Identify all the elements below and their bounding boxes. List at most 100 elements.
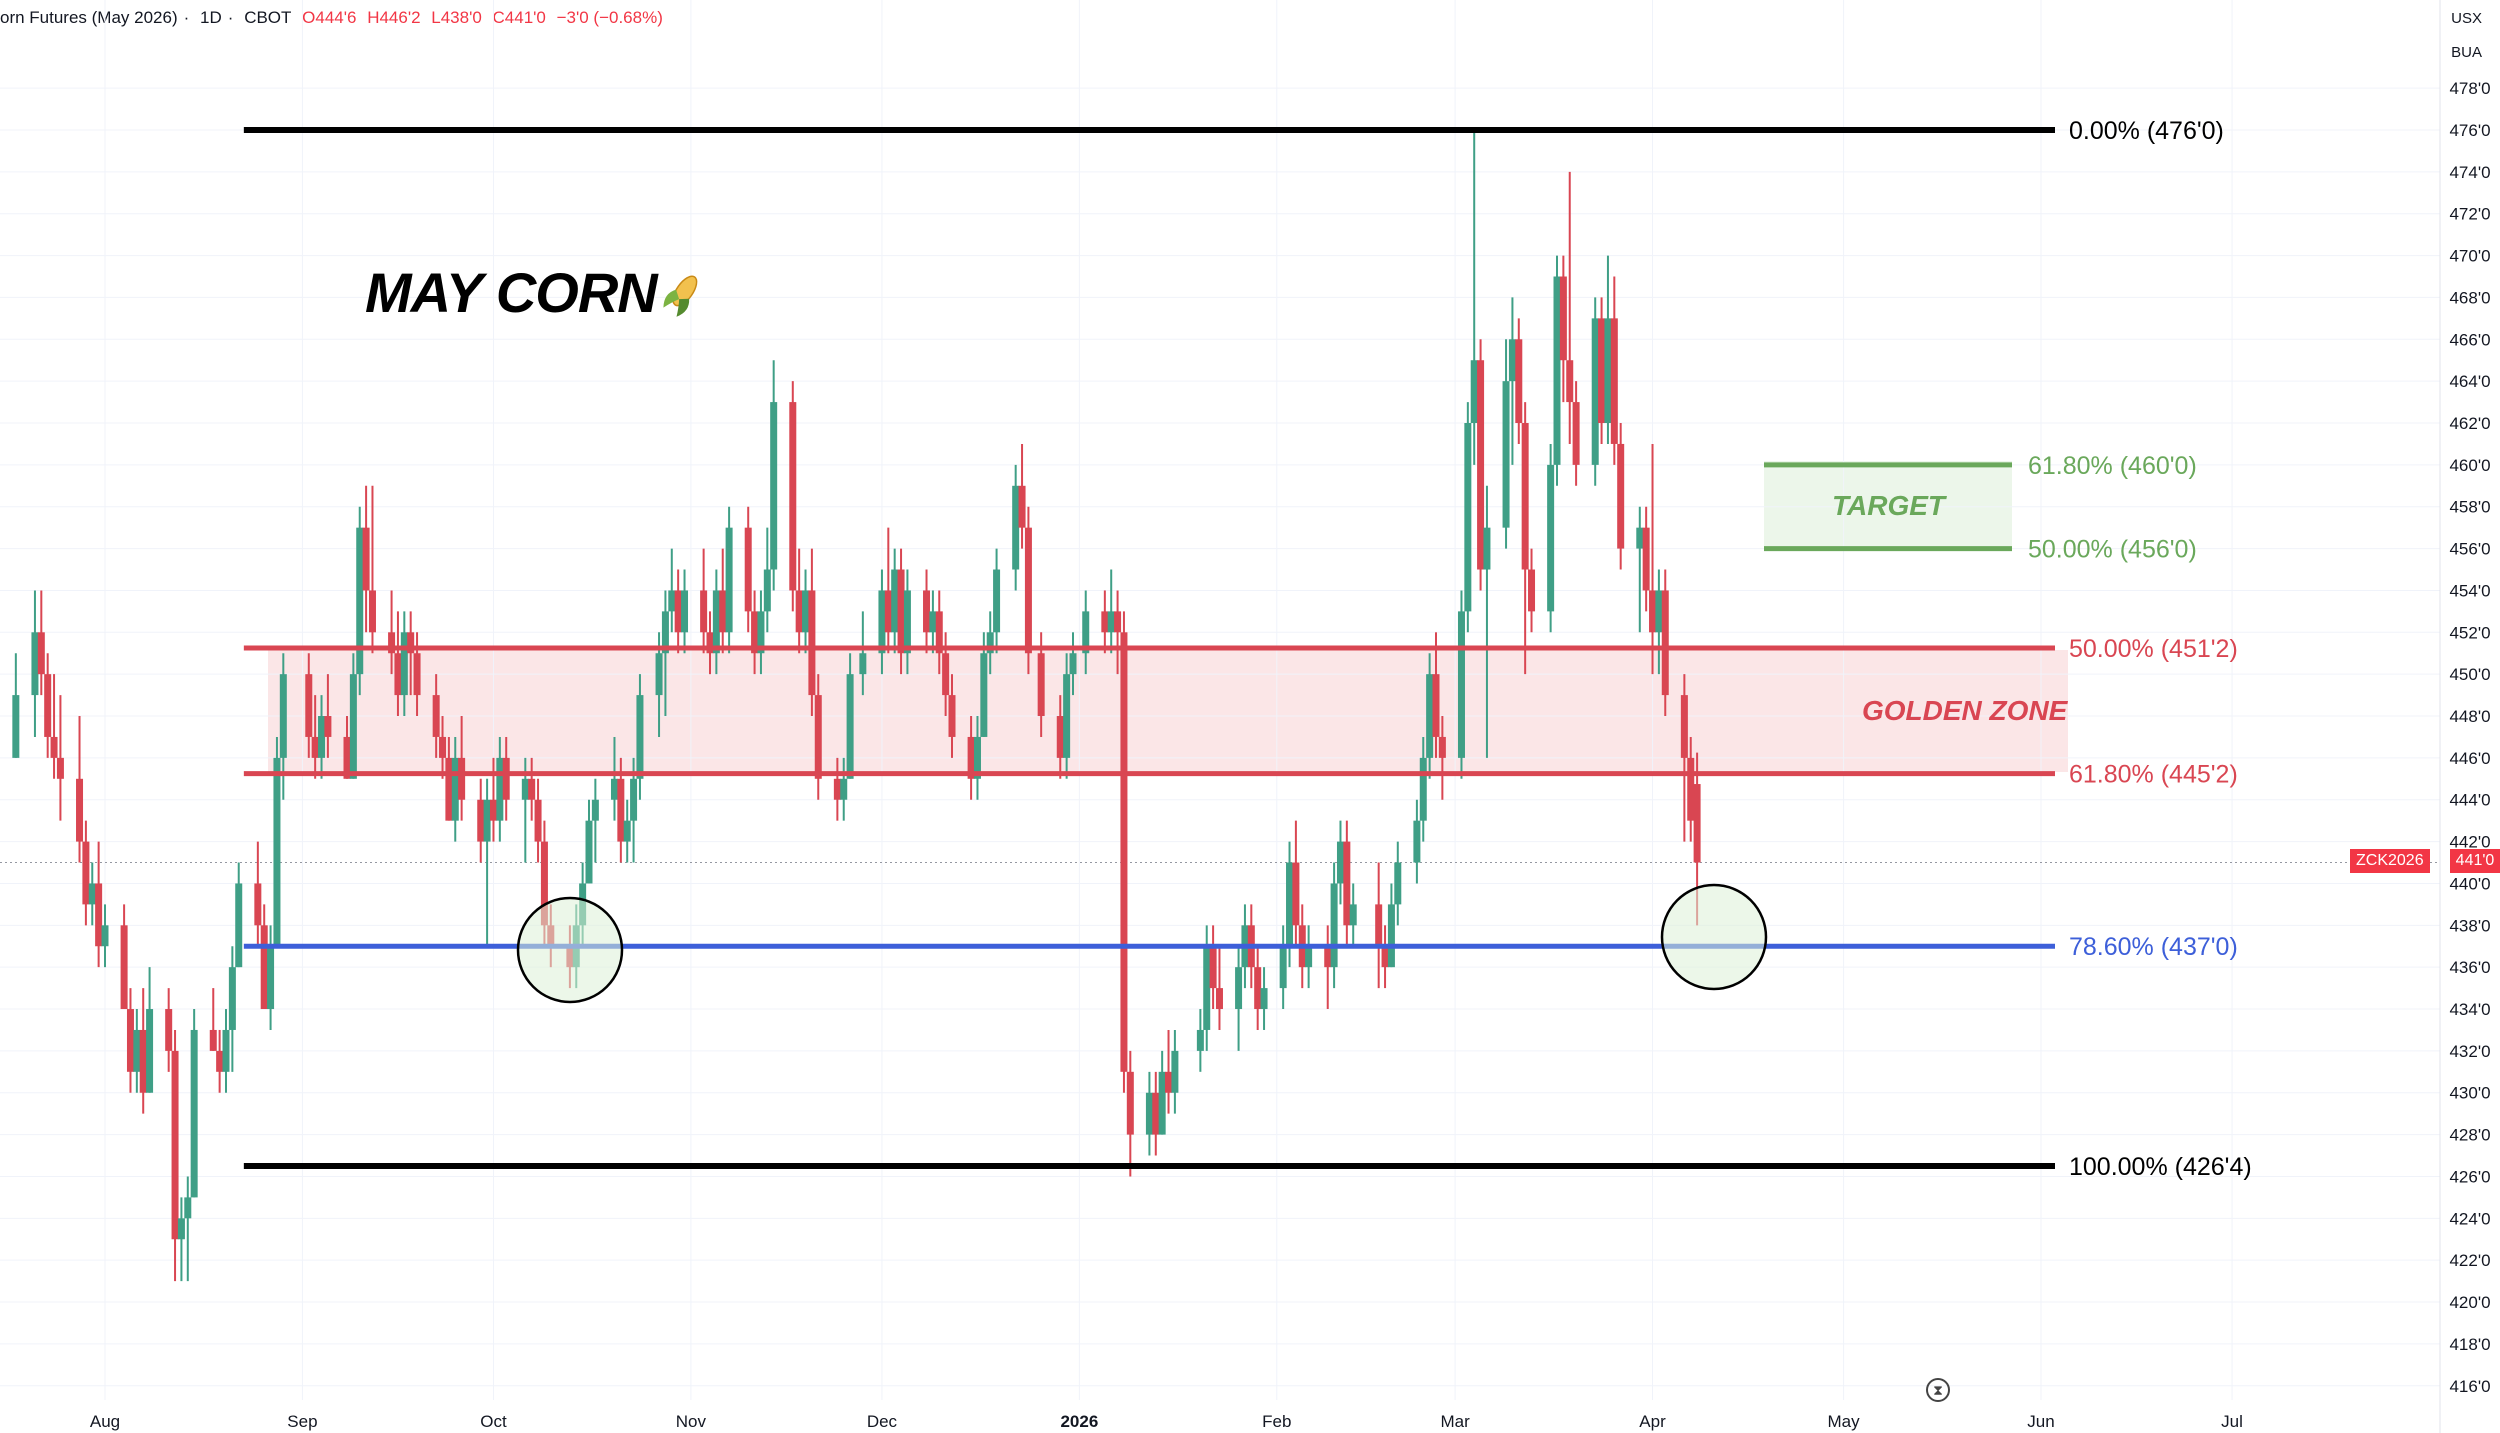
candle-body — [362, 527, 370, 591]
candle-body — [973, 736, 981, 779]
candle-body — [133, 1029, 141, 1072]
symbol-name[interactable]: orn Futures (May 2026) — [0, 8, 178, 27]
price-axis[interactable]: 478'0 476'0 474'0 472'0 470'0 468'0 466'0 464'0… — [2439, 0, 2491, 1433]
candle-body — [661, 611, 669, 654]
candle-body — [1464, 423, 1472, 612]
candle-body — [840, 778, 848, 800]
candle-body — [1375, 904, 1383, 947]
time-tick-label: Feb — [1262, 1412, 1291, 1431]
price-tick-label: 434'0 — [2449, 1000, 2490, 1019]
candle-body — [1591, 318, 1599, 465]
candle-body — [923, 590, 931, 633]
candle-body — [1012, 485, 1020, 570]
candle-body — [808, 590, 816, 696]
candle-body — [1145, 1092, 1153, 1135]
candle-body — [1024, 527, 1032, 654]
candle-body — [757, 611, 765, 654]
last-price-ticker-badge: ZCK2026 — [2350, 849, 2430, 873]
candle-body — [763, 569, 771, 612]
candle-body — [655, 653, 663, 696]
candle-body — [477, 799, 485, 842]
candle-body — [489, 799, 497, 821]
candle-body — [394, 653, 402, 696]
candle-body — [101, 925, 109, 947]
candle-body — [1604, 318, 1612, 424]
candle-body — [878, 590, 886, 654]
candle-body — [700, 590, 708, 633]
price-tick-label: 456'0 — [2449, 540, 2490, 559]
candle-body — [88, 883, 96, 905]
candle-body — [681, 590, 689, 633]
candle-body — [1387, 904, 1395, 968]
candle-body — [318, 716, 326, 758]
candle-body — [1693, 784, 1701, 863]
candle-body — [668, 590, 676, 612]
fib-label-fib-786: 78.60% (437'0) — [2069, 933, 2238, 961]
currency-label[interactable]: USX — [2451, 10, 2482, 27]
target-label: TARGET — [1832, 490, 1946, 521]
price-tick-label: 466'0 — [2449, 330, 2490, 349]
candle-body — [37, 632, 45, 675]
chart-title: MAY CORN — [365, 261, 658, 324]
time-tick-label: Nov — [676, 1412, 707, 1431]
candle-body — [1687, 757, 1695, 821]
candle-body — [585, 820, 593, 884]
price-tick-label: 468'0 — [2449, 288, 2490, 307]
candle-body — [935, 611, 943, 654]
fib-label-swing-high: 0.00% (476'0) — [2069, 117, 2224, 145]
time-axis[interactable]: Aug Sep Oct Nov Dec 2026 Feb Mar Apr May Jun Jul — [90, 1412, 2243, 1431]
time-tick-label: Oct — [480, 1412, 507, 1431]
candle-body — [445, 757, 453, 821]
price-tick-label: 440'0 — [2449, 874, 2490, 893]
candle-body — [1432, 674, 1440, 737]
candle-body — [1037, 653, 1045, 717]
candle-body — [1438, 736, 1446, 758]
candle-body — [942, 653, 950, 696]
candle-body — [630, 778, 638, 821]
golden-zone-label: GOLDEN ZONE — [1862, 695, 2068, 726]
candle-body — [789, 402, 797, 591]
exchange: CBOT — [244, 8, 292, 27]
candle-body — [496, 757, 504, 821]
candle-body — [439, 736, 447, 758]
candle-body — [279, 674, 287, 758]
candle-body — [1553, 276, 1561, 465]
candle-body — [1120, 632, 1128, 1072]
candle-body — [56, 757, 64, 779]
candle-body — [744, 527, 752, 612]
fib-label-golden-top: 50.00% (451'2) — [2069, 635, 2238, 663]
time-tick-label: 2026 — [1060, 1412, 1098, 1431]
candle-body — [1336, 841, 1344, 884]
candle-body — [980, 653, 988, 737]
candle-body — [1661, 590, 1669, 696]
candle-body — [1528, 569, 1536, 612]
candle-body — [540, 841, 548, 926]
candle-body — [451, 757, 459, 821]
candle-body — [948, 695, 956, 737]
candle-body — [184, 1197, 192, 1219]
candle-body — [1477, 360, 1485, 570]
candle-body — [177, 1218, 185, 1240]
time-tick-label: May — [1828, 1412, 1861, 1431]
candle-body — [228, 967, 236, 1030]
target-zone-fill — [1764, 461, 2012, 549]
candle-body — [1617, 443, 1625, 549]
time-tick-label: Dec — [867, 1412, 898, 1431]
candle-body — [1572, 402, 1580, 465]
ohlc-low: L438'0 — [431, 8, 482, 27]
hourglass-icon[interactable]: ⧗ — [1926, 1378, 1950, 1402]
price-tick-label: 436'0 — [2449, 958, 2490, 977]
fib-levels: 0.00% (476'0) 50.00% (451'2) 61.80% (445'2… — [243, 117, 2252, 1181]
candle-body — [884, 590, 892, 633]
ohlc-open: O444'6 — [302, 8, 357, 27]
candle-body — [802, 590, 810, 633]
candle-body — [1649, 590, 1657, 633]
price-tick-label: 442'0 — [2449, 833, 2490, 852]
interval[interactable]: 1D — [200, 8, 222, 27]
candle-body — [407, 632, 415, 654]
candle-body — [1330, 883, 1338, 968]
candle-body — [1610, 318, 1618, 444]
candle-body — [814, 695, 822, 779]
candle-body — [1483, 527, 1491, 570]
